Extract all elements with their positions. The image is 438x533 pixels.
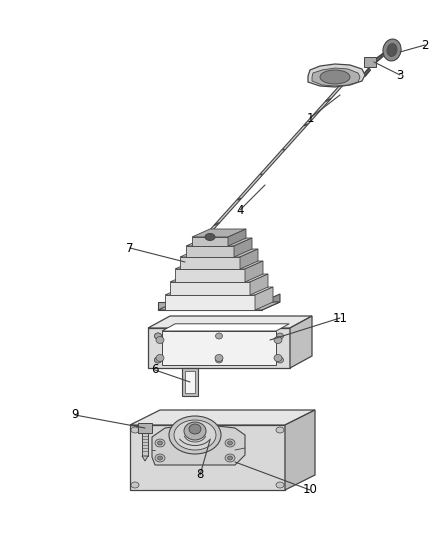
- Polygon shape: [284, 410, 314, 490]
- Text: 7: 7: [126, 241, 134, 254]
- Text: 9: 9: [71, 408, 78, 422]
- Polygon shape: [158, 302, 279, 310]
- Ellipse shape: [131, 482, 139, 488]
- Polygon shape: [182, 368, 198, 396]
- Ellipse shape: [131, 427, 139, 433]
- Polygon shape: [162, 331, 276, 365]
- Polygon shape: [180, 257, 240, 269]
- Ellipse shape: [157, 441, 162, 445]
- Ellipse shape: [276, 427, 283, 433]
- Polygon shape: [170, 274, 267, 282]
- Polygon shape: [240, 249, 258, 269]
- Ellipse shape: [319, 70, 349, 84]
- Polygon shape: [184, 371, 194, 393]
- Ellipse shape: [155, 439, 165, 447]
- Ellipse shape: [276, 333, 283, 339]
- Polygon shape: [233, 238, 251, 257]
- Polygon shape: [190, 72, 354, 252]
- Ellipse shape: [184, 422, 205, 440]
- Polygon shape: [227, 229, 245, 246]
- Ellipse shape: [215, 354, 223, 361]
- Polygon shape: [152, 424, 244, 465]
- Ellipse shape: [154, 357, 161, 363]
- Ellipse shape: [169, 416, 220, 454]
- Text: 10: 10: [302, 483, 317, 497]
- Text: 2: 2: [420, 38, 428, 52]
- Polygon shape: [138, 423, 152, 433]
- Polygon shape: [249, 274, 267, 295]
- Ellipse shape: [225, 454, 234, 462]
- Polygon shape: [148, 316, 311, 328]
- Ellipse shape: [386, 44, 396, 56]
- Polygon shape: [261, 294, 279, 310]
- Polygon shape: [191, 250, 198, 290]
- Ellipse shape: [155, 454, 165, 462]
- Polygon shape: [130, 425, 284, 490]
- Polygon shape: [141, 456, 148, 461]
- Ellipse shape: [273, 336, 281, 343]
- Ellipse shape: [154, 333, 161, 339]
- Polygon shape: [363, 57, 375, 67]
- Ellipse shape: [276, 482, 283, 488]
- Ellipse shape: [382, 39, 400, 61]
- Ellipse shape: [273, 354, 281, 361]
- Ellipse shape: [173, 420, 215, 450]
- Polygon shape: [254, 287, 272, 310]
- Polygon shape: [290, 316, 311, 368]
- Ellipse shape: [205, 233, 215, 240]
- Text: 3: 3: [396, 69, 403, 82]
- Polygon shape: [165, 287, 272, 295]
- Polygon shape: [244, 261, 262, 282]
- Ellipse shape: [157, 456, 162, 460]
- Polygon shape: [186, 246, 233, 257]
- Ellipse shape: [154, 357, 161, 363]
- Polygon shape: [311, 68, 359, 86]
- Polygon shape: [165, 295, 254, 310]
- Ellipse shape: [227, 441, 232, 445]
- Polygon shape: [307, 64, 364, 87]
- Polygon shape: [175, 269, 244, 282]
- Ellipse shape: [189, 424, 201, 434]
- Polygon shape: [170, 282, 249, 295]
- Text: 11: 11: [332, 311, 347, 325]
- Polygon shape: [191, 229, 245, 237]
- Ellipse shape: [155, 354, 164, 361]
- Polygon shape: [130, 410, 314, 425]
- Ellipse shape: [215, 357, 222, 363]
- Polygon shape: [175, 261, 262, 269]
- Polygon shape: [186, 238, 251, 246]
- Text: 4: 4: [236, 204, 243, 216]
- Text: 1: 1: [306, 111, 313, 125]
- Ellipse shape: [227, 456, 232, 460]
- Polygon shape: [191, 237, 227, 246]
- Polygon shape: [141, 433, 148, 456]
- Polygon shape: [162, 324, 289, 331]
- Text: 6: 6: [151, 364, 159, 376]
- Ellipse shape: [276, 357, 283, 363]
- Ellipse shape: [225, 439, 234, 447]
- Ellipse shape: [155, 336, 164, 343]
- Text: 8: 8: [196, 469, 203, 481]
- Ellipse shape: [154, 333, 161, 339]
- Polygon shape: [148, 328, 290, 368]
- Ellipse shape: [215, 333, 222, 339]
- Polygon shape: [158, 302, 261, 310]
- Polygon shape: [180, 249, 258, 257]
